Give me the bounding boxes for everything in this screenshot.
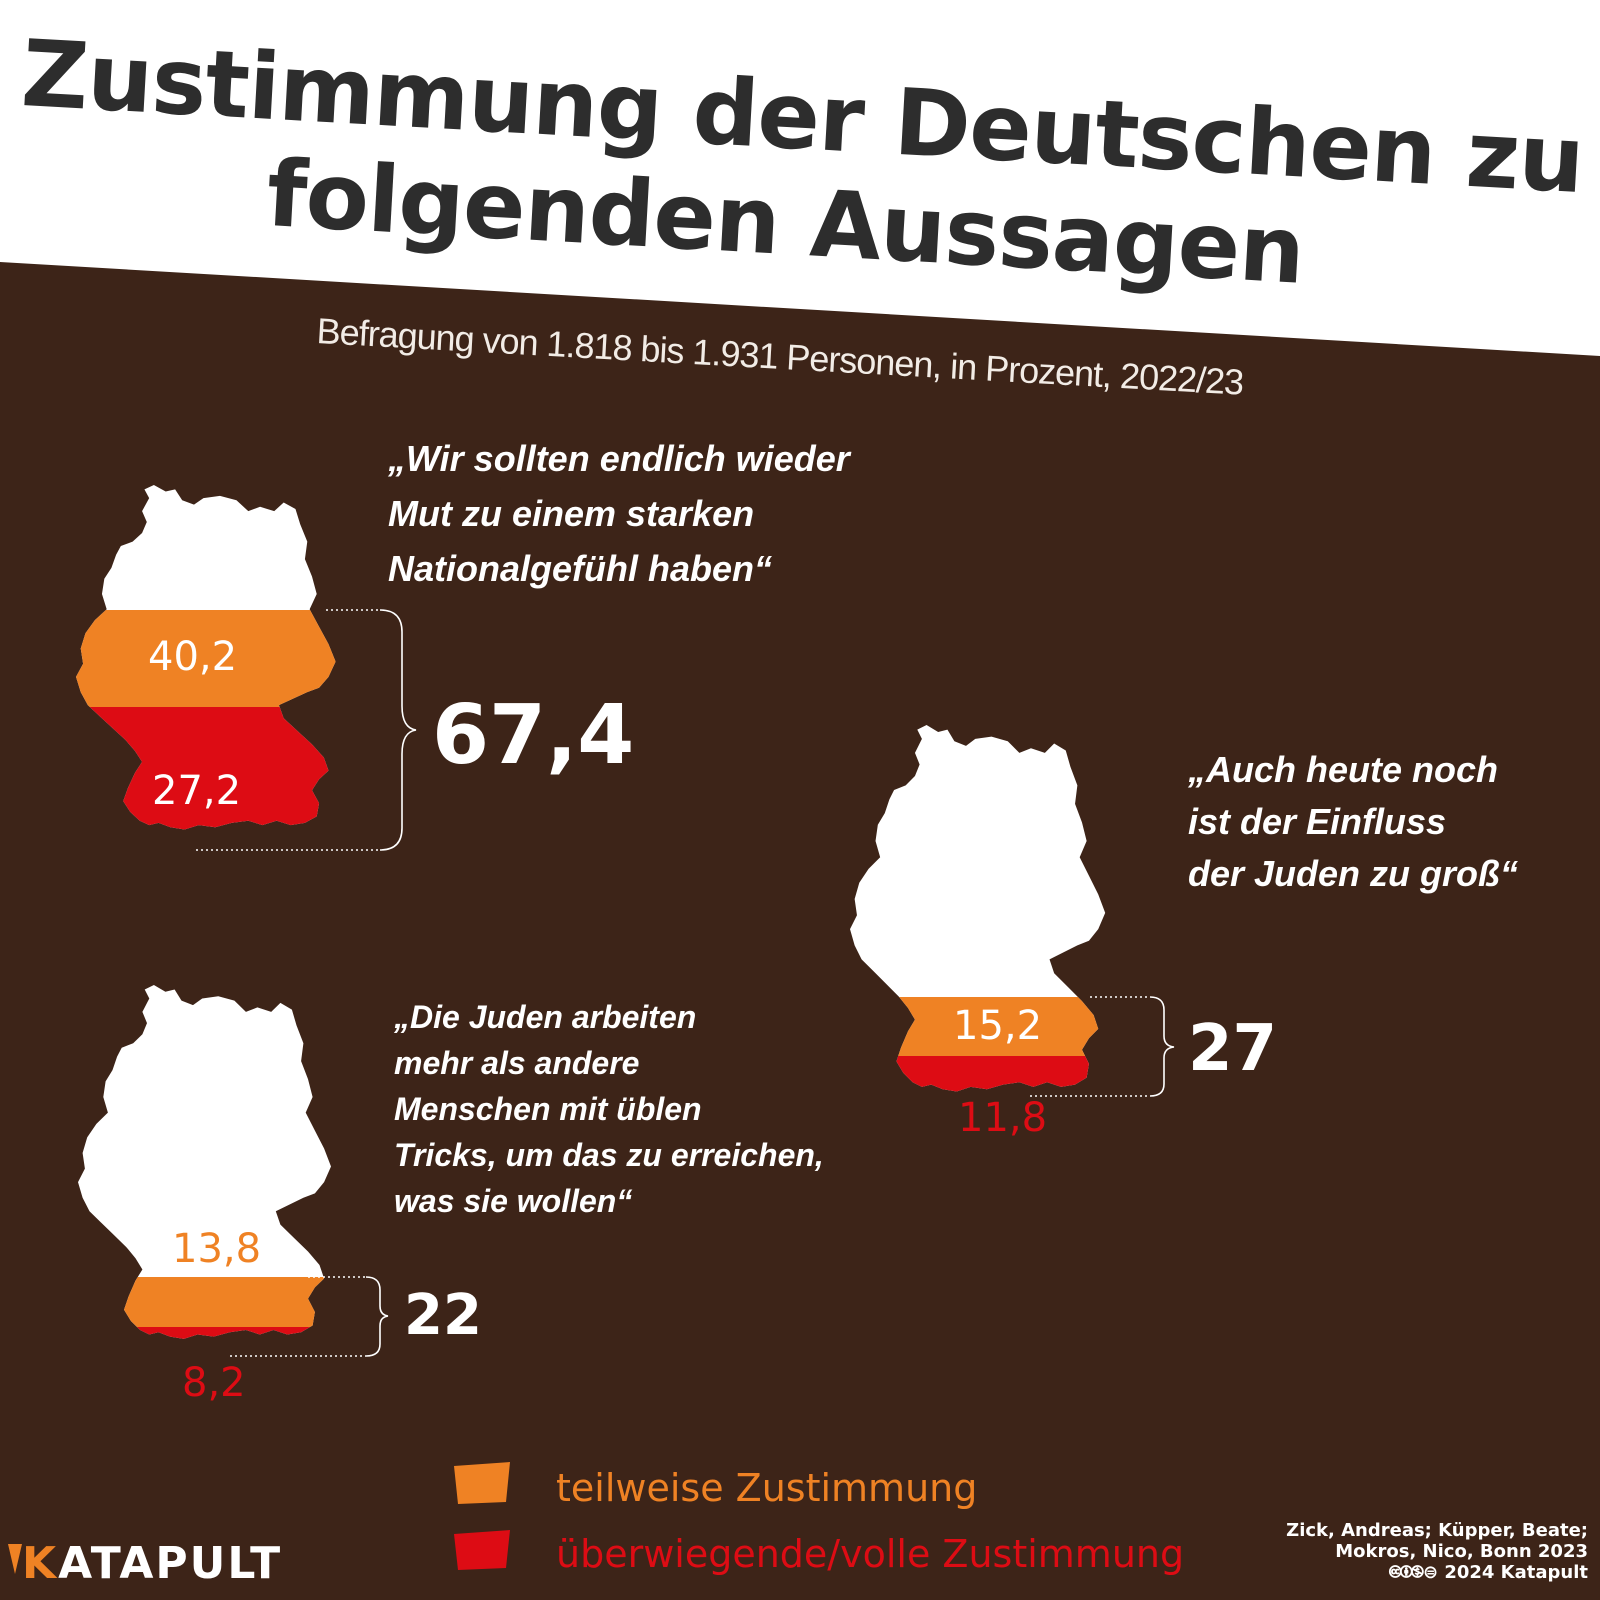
quote-line: „Auch heute noch bbox=[1188, 749, 1499, 790]
germany-map-3 bbox=[78, 985, 331, 1339]
statement-2-full-value: 11,8 bbox=[958, 1095, 1048, 1141]
statement-1-quote: „Wir sollten endlich wieder Mut zu einem… bbox=[388, 431, 850, 596]
bracket-1 bbox=[196, 609, 417, 851]
quote-line: Tricks, um das zu erreichen, bbox=[394, 1137, 824, 1173]
katapult-logo: KATAPULT bbox=[22, 1538, 283, 1589]
legend-partial-label: teilweise Zustimmung bbox=[556, 1466, 978, 1510]
license-line: 🅭🅯🄏⊜ 2024 Katapult bbox=[1389, 1562, 1588, 1583]
statement-3-full-value: 8,2 bbox=[182, 1360, 246, 1406]
statement-2-total: 27 bbox=[1188, 1012, 1278, 1086]
legend-full-label: überwiegende/volle Zustimmung bbox=[556, 1532, 1185, 1576]
statement-1-total: 67,4 bbox=[432, 688, 635, 783]
quote-line: ist der Einfluss bbox=[1188, 801, 1447, 842]
quote-line: Nationalgefühl haben“ bbox=[388, 548, 773, 589]
legend-swatch-full bbox=[454, 1530, 510, 1570]
statement-3-partial-value: 13,8 bbox=[172, 1226, 262, 1272]
bracket-2 bbox=[1030, 996, 1175, 1097]
map3-partial-band bbox=[78, 1277, 331, 1327]
bracket-3 bbox=[230, 1276, 389, 1357]
quote-line: der Juden zu groß“ bbox=[1188, 853, 1519, 894]
quote-line: was sie wollen“ bbox=[394, 1183, 633, 1219]
katapult-logo-icon bbox=[8, 1544, 22, 1574]
source-line: Mokros, Nico, Bonn 2023 bbox=[1335, 1541, 1588, 1562]
title-banner bbox=[0, 0, 1600, 356]
source-line: Zick, Andreas; Küpper, Beate; bbox=[1286, 1520, 1588, 1541]
statement-3-quote: „Die Juden arbeiten mehr als andere Mens… bbox=[394, 994, 824, 1224]
quote-line: „Die Juden arbeiten bbox=[394, 999, 697, 1035]
quote-line: Mut zu einem starken bbox=[388, 493, 755, 534]
legend-swatch-partial bbox=[454, 1462, 510, 1504]
quote-line: Menschen mit üblen bbox=[394, 1091, 702, 1127]
statement-1-partial-value: 40,2 bbox=[148, 634, 238, 680]
germany-map-2 bbox=[850, 725, 1106, 1092]
map1-partial-band bbox=[76, 610, 336, 707]
map3-full-band bbox=[78, 1327, 331, 1339]
source-credit: Zick, Andreas; Küpper, Beate; Mokros, Ni… bbox=[1286, 1520, 1588, 1583]
statement-2-quote: „Auch heute noch ist der Einfluss der Ju… bbox=[1188, 744, 1518, 900]
statement-2-partial-value: 15,2 bbox=[953, 1003, 1043, 1049]
statement-3-total: 22 bbox=[404, 1283, 482, 1348]
statement-1-full-value: 27,2 bbox=[152, 768, 242, 814]
quote-line: mehr als andere bbox=[394, 1045, 640, 1081]
quote-line: „Wir sollten endlich wieder bbox=[388, 438, 850, 479]
